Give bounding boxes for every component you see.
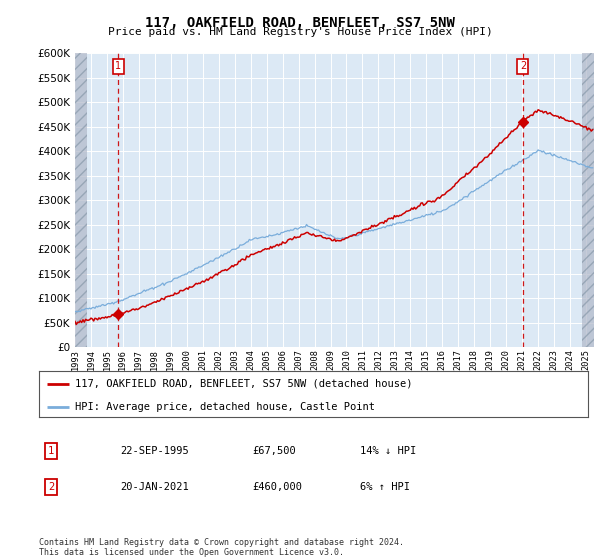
- Text: 20-JAN-2021: 20-JAN-2021: [120, 482, 189, 492]
- Bar: [75, 53, 87, 347]
- Text: 14% ↓ HPI: 14% ↓ HPI: [360, 446, 416, 456]
- Text: 117, OAKFIELD ROAD, BENFLEET, SS7 5NW: 117, OAKFIELD ROAD, BENFLEET, SS7 5NW: [145, 16, 455, 30]
- Text: 22-SEP-1995: 22-SEP-1995: [120, 446, 189, 456]
- Text: 2: 2: [520, 62, 526, 72]
- Text: 6% ↑ HPI: 6% ↑ HPI: [360, 482, 410, 492]
- Text: 2: 2: [48, 482, 54, 492]
- Text: 1: 1: [48, 446, 54, 456]
- Bar: [582, 53, 594, 347]
- Text: £460,000: £460,000: [252, 482, 302, 492]
- Text: £67,500: £67,500: [252, 446, 296, 456]
- Text: 1: 1: [115, 62, 121, 72]
- Text: Price paid vs. HM Land Registry's House Price Index (HPI): Price paid vs. HM Land Registry's House …: [107, 27, 493, 37]
- Text: 117, OAKFIELD ROAD, BENFLEET, SS7 5NW (detached house): 117, OAKFIELD ROAD, BENFLEET, SS7 5NW (d…: [74, 379, 412, 389]
- Text: Contains HM Land Registry data © Crown copyright and database right 2024.
This d: Contains HM Land Registry data © Crown c…: [39, 538, 404, 557]
- Text: HPI: Average price, detached house, Castle Point: HPI: Average price, detached house, Cast…: [74, 402, 374, 412]
